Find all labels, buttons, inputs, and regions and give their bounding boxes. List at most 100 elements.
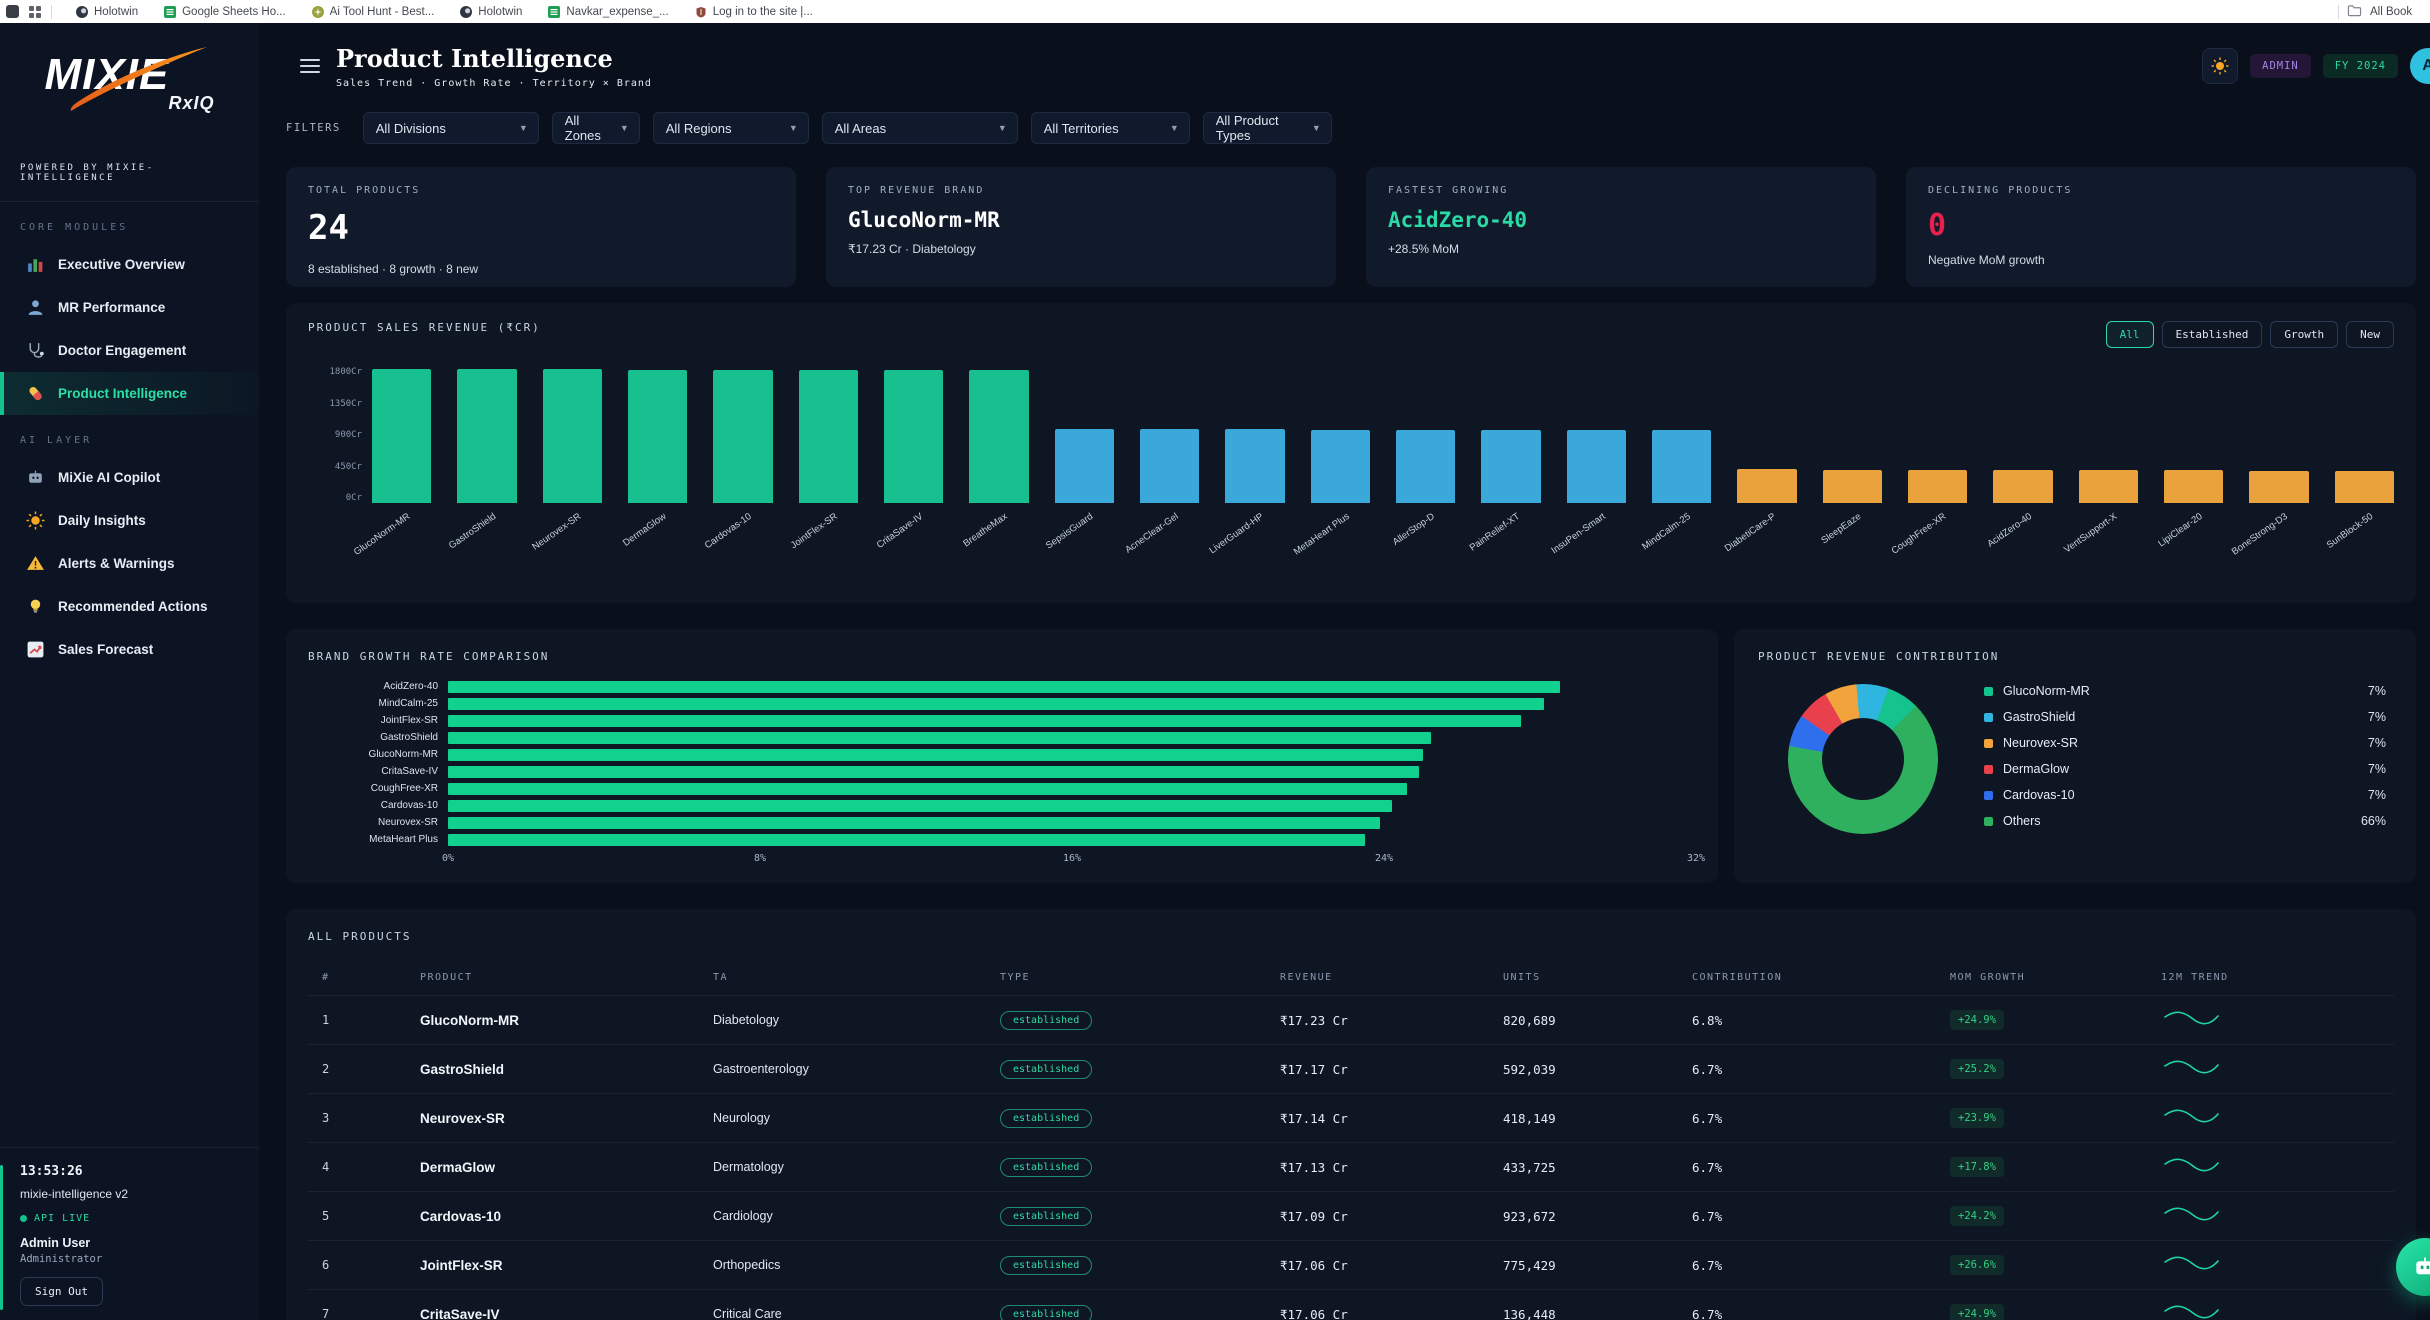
sidebar-item-mr-performance[interactable]: MR Performance [0,286,259,329]
revenue-bar [2335,471,2394,503]
legend-swatch [1984,739,1993,748]
growth-badge: +24.9% [1950,1304,2004,1320]
sparkline-icon [2161,1253,2394,1278]
chart-filter-all[interactable]: All [2106,321,2154,348]
growth-badge: +17.8% [1950,1157,2004,1177]
revenue-bar [1140,429,1199,503]
cell-contribution: 6.7% [1692,1160,1950,1175]
products-table-card: ALL PRODUCTS #PRODUCTTATYPEREVENUEUNITSC… [286,909,2416,1320]
x-tick-label: 0% [442,853,454,864]
kpi-card-0: TOTAL PRODUCTS248 established · 8 growth… [286,167,796,287]
bookmark-item[interactable]: Holotwin [460,6,522,18]
revenue-bar [799,370,858,503]
legend-label: Neurovex-SR [2003,736,2078,750]
cell-units: 592,039 [1503,1062,1692,1077]
theme-toggle-button[interactable] [2202,48,2238,84]
chart-filter-growth[interactable]: Growth [2270,321,2338,348]
filter-dropdown-3[interactable]: All Areas▼ [822,112,1018,144]
sidebar-item-label: Alerts & Warnings [58,556,175,571]
x-tick-label: AcneClear-Gel [1123,511,1180,556]
filter-dropdown-4[interactable]: All Territories▼ [1031,112,1190,144]
kpi-label: FASTEST GROWING [1388,185,1854,196]
bookmark-item[interactable]: Navkar_expense_... [548,6,668,18]
chart-filter-new[interactable]: New [2346,321,2394,348]
bar-slot: InsuPen-Smart [1567,368,1626,503]
avatar[interactable]: A [2410,48,2430,84]
legend-item: DermaGlow7% [1984,759,2386,779]
bar-slot: LiverGuard-HP [1225,368,1284,503]
legend-swatch [1984,765,1993,774]
sidebar-item-label: Doctor Engagement [58,343,186,358]
table-row: 2GastroShieldGastroenterologyestablished… [308,1044,2394,1093]
type-badge: established [1000,1011,1092,1030]
bar-chart-icon [26,255,45,274]
x-tick-label: JointFlex-SR [789,511,840,551]
x-tick-label: SepsisGuard [1044,511,1095,552]
bar-slot: LipiClear-20 [2164,368,2223,503]
sidebar-item-mixie-ai-copilot[interactable]: MiXie AI Copilot [0,456,259,499]
chevron-down-icon: ▼ [1170,123,1179,133]
holotwin-icon [460,6,472,18]
x-tick-label: 8% [754,853,766,864]
bar-slot: Cardovas-10 [713,368,772,503]
growth-bar [448,749,1423,761]
cell-growth: +17.8% [1950,1157,2161,1177]
all-bookmarks-label[interactable]: All Book [2370,6,2412,18]
sidebar-item-daily-insights[interactable]: Daily Insights [0,499,259,542]
user-name: Admin User [20,1236,239,1250]
kpi-label: DECLINING PRODUCTS [1928,185,2394,196]
legend-item: Neurovex-SR7% [1984,733,2386,753]
sidebar-item-label: Executive Overview [58,257,185,272]
bookmark-item[interactable]: Ai Tool Hunt - Best... [312,6,435,18]
apps-grid-icon[interactable] [29,6,41,18]
filter-dropdown-2[interactable]: All Regions▼ [653,112,809,144]
stethoscope-icon [26,341,45,360]
sidebar-item-sales-forecast[interactable]: Sales Forecast [0,628,259,671]
pill-icon [26,384,45,403]
cell-ta: Cardiology [713,1209,1000,1223]
chart-filter-established[interactable]: Established [2162,321,2263,348]
revenue-bar [2079,470,2138,503]
bar-slot: DermaGlow [628,368,687,503]
x-tick-label: 24% [1375,853,1393,864]
bookmark-item[interactable]: Log in to the site |... [695,6,813,18]
growth-chart-card: BRAND GROWTH RATE COMPARISON AcidZero-40… [286,629,1718,883]
bookmark-item[interactable]: Holotwin [76,6,138,18]
logo: MIXIE RxIQ [0,23,259,147]
filter-dropdown-5[interactable]: All Product Types▼ [1203,112,1332,144]
sidebar-item-product-intelligence[interactable]: Product Intelligence [0,372,259,415]
cell-units: 418,149 [1503,1111,1692,1126]
sidebar-item-doctor-engagement[interactable]: Doctor Engagement [0,329,259,372]
x-tick-label: InsuPen-Smart [1549,511,1607,556]
filter-dropdown-0[interactable]: All Divisions▼ [363,112,539,144]
growth-bar [448,817,1380,829]
kpi-value: 24 [308,208,774,248]
x-tick-label: LiverGuard-HP [1208,511,1266,556]
chart-title: PRODUCT REVENUE CONTRIBUTION [1758,650,1999,663]
chevron-down-icon: ▼ [519,123,528,133]
y-tick-label: 900Cr [335,431,362,440]
sidebar-scrollbar[interactable] [0,1165,3,1310]
sign-out-button[interactable]: Sign Out [20,1277,103,1306]
cell-units: 820,689 [1503,1013,1692,1028]
cell-product: Neurovex-SR [420,1111,713,1126]
contribution-chart-card: PRODUCT REVENUE CONTRIBUTION GlucoNorm-M… [1734,629,2416,883]
sidebar-item-alerts-warnings[interactable]: Alerts & Warnings [0,542,259,585]
legend-swatch [1984,817,1993,826]
growth-bar-track [448,681,1696,693]
sidebar-item-executive-overview[interactable]: Executive Overview [0,243,259,286]
sidebar-item-label: Recommended Actions [58,599,208,614]
growth-bar [448,715,1521,727]
bookmark-item[interactable]: Google Sheets Ho... [164,6,286,18]
sidebar-item-recommended-actions[interactable]: Recommended Actions [0,585,259,628]
cell-growth: +24.2% [1950,1206,2161,1226]
powered-by-label: POWERED BY MIXIE-INTELLIGENCE [0,147,259,202]
browser-sidepanel-icon[interactable] [6,5,19,18]
sidebar-item-label: MR Performance [58,300,165,315]
filter-dropdown-1[interactable]: All Zones▼ [552,112,640,144]
cell-ta: Diabetology [713,1013,1000,1027]
menu-toggle-icon[interactable] [300,59,320,73]
nav-section-label: CORE MODULES [0,202,259,243]
x-tick-label: LipiClear-20 [2156,511,2204,549]
x-tick-label: CoughFree-XR [1890,511,1949,557]
